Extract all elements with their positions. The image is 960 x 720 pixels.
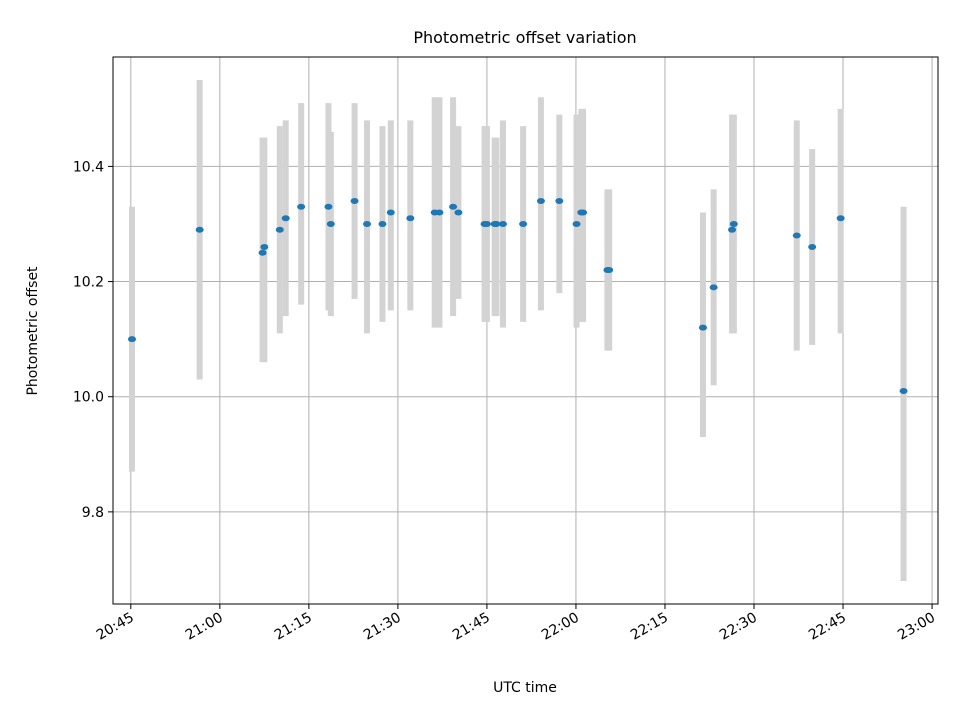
data-point [297,203,306,210]
data-point [728,226,737,233]
data-point [729,220,738,227]
data-point [326,220,335,227]
data-point [808,244,817,251]
y-tick-label: 10.4 [73,159,104,175]
data-point [378,220,387,227]
data-point [435,209,444,216]
data-point [709,284,718,291]
x-axis-label: UTC time [493,680,557,696]
plot-area-frame [112,56,939,605]
data-point [698,324,707,331]
data-point [579,209,588,216]
data-point [275,226,284,233]
data-point [498,220,507,227]
data-point [363,220,372,227]
y-tick-label: 9.8 [82,505,104,521]
data-point [536,197,545,204]
data-point [449,203,458,210]
data-point [519,220,528,227]
data-point [792,232,801,239]
data-point [406,215,415,222]
data-point [324,203,333,210]
data-point [899,387,908,394]
data-point [492,220,501,227]
y-axis-label: Photometric offset [25,266,41,396]
data-point [350,197,359,204]
data-point [258,249,267,256]
data-point [281,215,290,222]
data-point [386,209,395,216]
data-point [605,267,614,274]
data-point [482,220,491,227]
chart-title: Photometric offset variation [413,28,636,47]
data-point [454,209,463,216]
data-point [836,215,845,222]
y-tick-label: 10.0 [73,390,104,406]
data-point [572,220,581,227]
data-point [555,197,564,204]
data-point [195,226,204,233]
data-points [127,197,908,394]
y-tick-label: 10.2 [73,275,104,291]
data-point [127,336,136,343]
data-point [260,244,269,251]
